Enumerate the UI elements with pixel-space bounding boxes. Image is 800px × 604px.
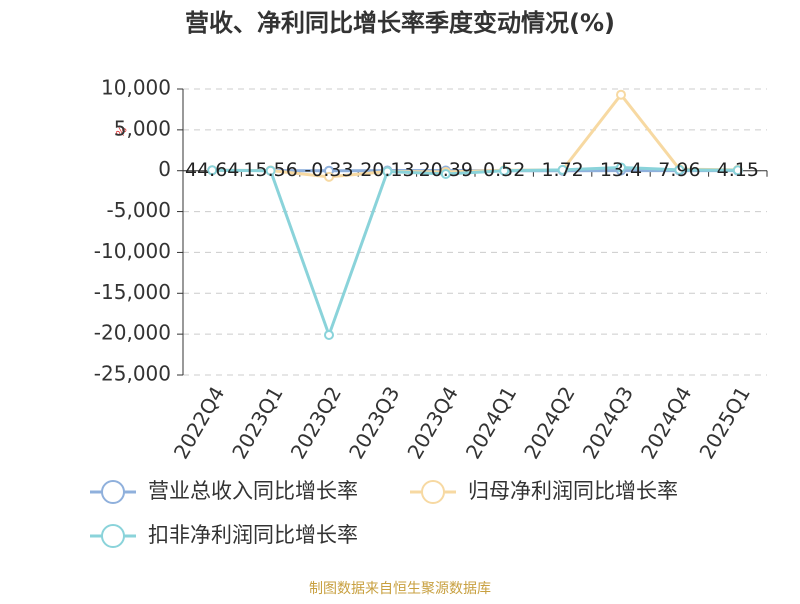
x-tick-label: 2023Q3: [344, 382, 404, 463]
data-label: 13.4: [600, 159, 642, 181]
series-line: [212, 167, 738, 335]
y-tick-label: -5,000: [107, 198, 171, 222]
legend-marker: [102, 481, 124, 503]
legend-marker: [102, 525, 124, 547]
y-tick-label: 10,000: [101, 76, 171, 100]
point: [617, 91, 625, 99]
legend-marker: [422, 481, 444, 503]
point: [325, 331, 333, 339]
data-label: 20.39: [419, 159, 473, 181]
data-label: 7.96: [658, 159, 700, 181]
source-note: 制图数据来自恒生聚源数据库: [309, 581, 491, 597]
data-label: 4.15: [717, 159, 759, 181]
y-tick-label: -20,000: [94, 321, 171, 345]
x-tick-label: 2024Q4: [636, 382, 696, 463]
x-tick-label: 2024Q3: [578, 382, 638, 463]
y-tick-label: 5,000: [114, 116, 171, 140]
data-label: 1.72: [541, 159, 583, 181]
y-tick-label: -15,000: [94, 280, 171, 304]
x-tick-label: 2023Q2: [286, 382, 346, 463]
x-tick-label: 2022Q4: [169, 382, 229, 463]
data-label: -0.33: [304, 159, 353, 181]
chart-title: 营收、净利同比增长率季度变动情况(%): [185, 9, 615, 37]
x-tick-label: 2024Q2: [519, 382, 579, 463]
legend-label: 营业总收入同比增长率: [148, 479, 358, 503]
data-label: 15.56: [243, 159, 297, 181]
data-label: 0.52: [483, 159, 525, 181]
x-tick-label: 2023Q1: [227, 382, 287, 463]
x-tick-label: 2025Q1: [694, 382, 754, 463]
legend-label: 归母净利润同比增长率: [468, 479, 678, 503]
data-label: 44.64: [185, 159, 239, 181]
legend-label: 扣非净利润同比增长率: [148, 523, 358, 547]
x-tick-label: 2023Q4: [402, 382, 462, 463]
x-tick-label: 2024Q1: [461, 382, 521, 463]
y-tick-label: -25,000: [94, 362, 171, 386]
data-label: 20.13: [360, 159, 414, 181]
y-tick-label: 0: [158, 157, 171, 181]
y-tick-label: -10,000: [94, 239, 171, 263]
